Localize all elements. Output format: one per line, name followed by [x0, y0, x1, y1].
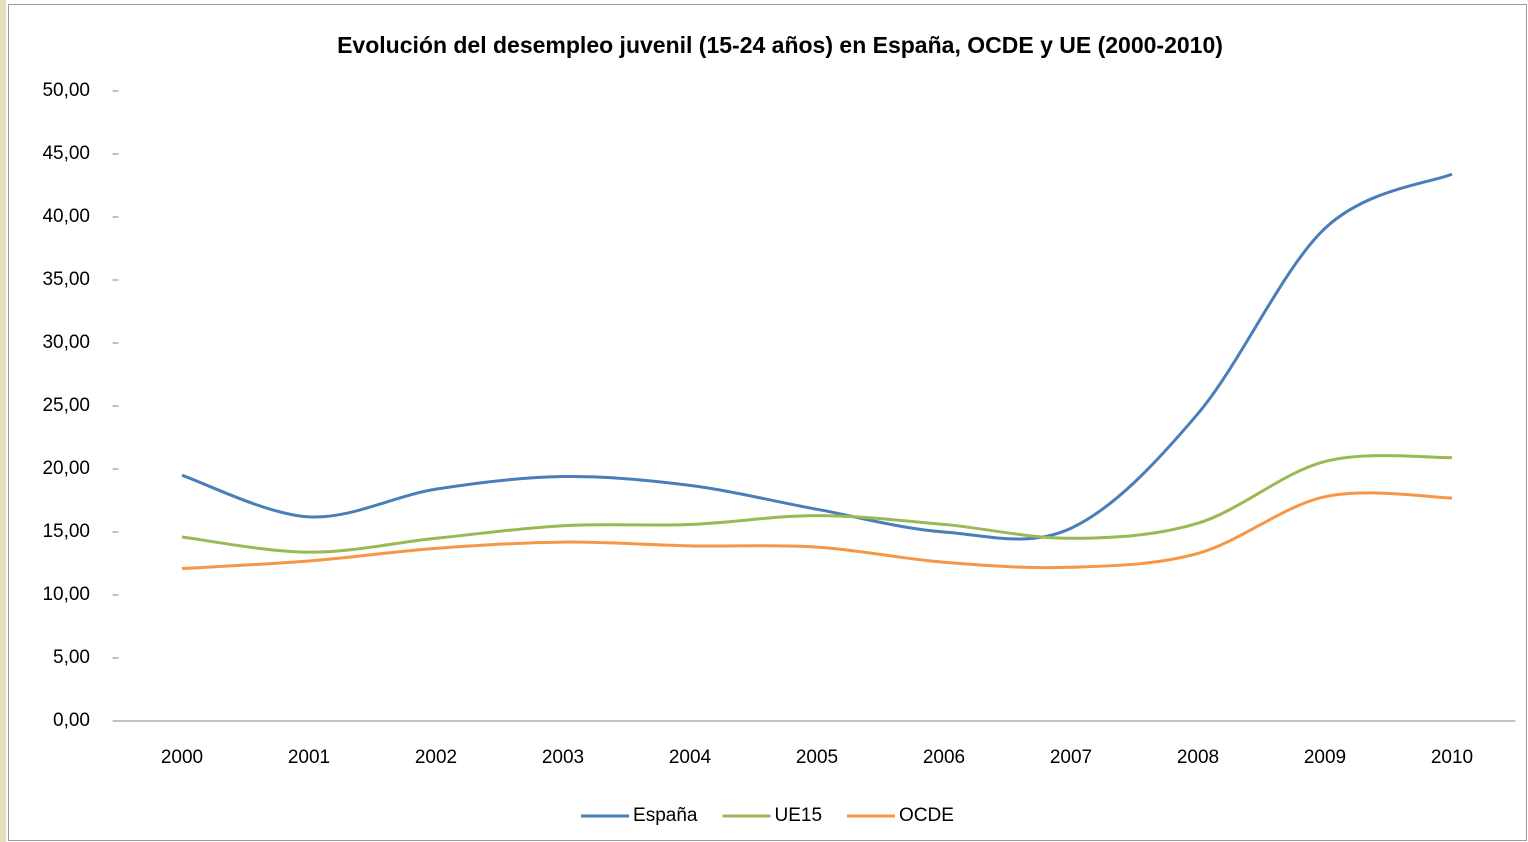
y-tick-label: 30,00 — [42, 332, 90, 353]
x-tick-label: 2001 — [288, 747, 330, 768]
side-strip — [0, 0, 6, 842]
y-tick-label: 40,00 — [42, 206, 90, 227]
x-tick-label: 2009 — [1304, 747, 1346, 768]
x-tick-label: 2002 — [415, 747, 457, 768]
legend-label: España — [633, 805, 698, 826]
legend-label: OCDE — [899, 805, 954, 826]
y-tick-label: 15,00 — [42, 521, 90, 542]
legend-label: UE15 — [775, 805, 823, 826]
series-line — [181, 491, 1453, 571]
x-tick-label: 2007 — [1050, 747, 1092, 768]
x-tick-label: 2004 — [669, 747, 712, 768]
x-tick-label: 2006 — [923, 747, 965, 768]
x-tick-label: 2005 — [796, 747, 838, 768]
y-tick-label: 20,00 — [42, 458, 90, 479]
x-tick-label: 2003 — [542, 747, 584, 768]
y-tick-label: 50,00 — [42, 80, 90, 101]
y-tick-label: 5,00 — [53, 647, 90, 668]
x-tick-label: 2010 — [1431, 747, 1473, 768]
series-line — [181, 172, 1453, 541]
x-tick-label: 2000 — [161, 747, 203, 768]
y-tick-label: 35,00 — [42, 269, 90, 290]
x-tick-label: 2008 — [1177, 747, 1219, 768]
y-tick-label: 25,00 — [42, 395, 90, 416]
y-tick-label: 0,00 — [53, 710, 90, 731]
chart-title: Evolución del desempleo juvenil (15-24 a… — [337, 32, 1223, 58]
chart-frame — [8, 4, 1527, 841]
y-tick-label: 10,00 — [42, 584, 90, 605]
series-line — [181, 454, 1453, 554]
y-tick-label: 45,00 — [42, 143, 90, 164]
